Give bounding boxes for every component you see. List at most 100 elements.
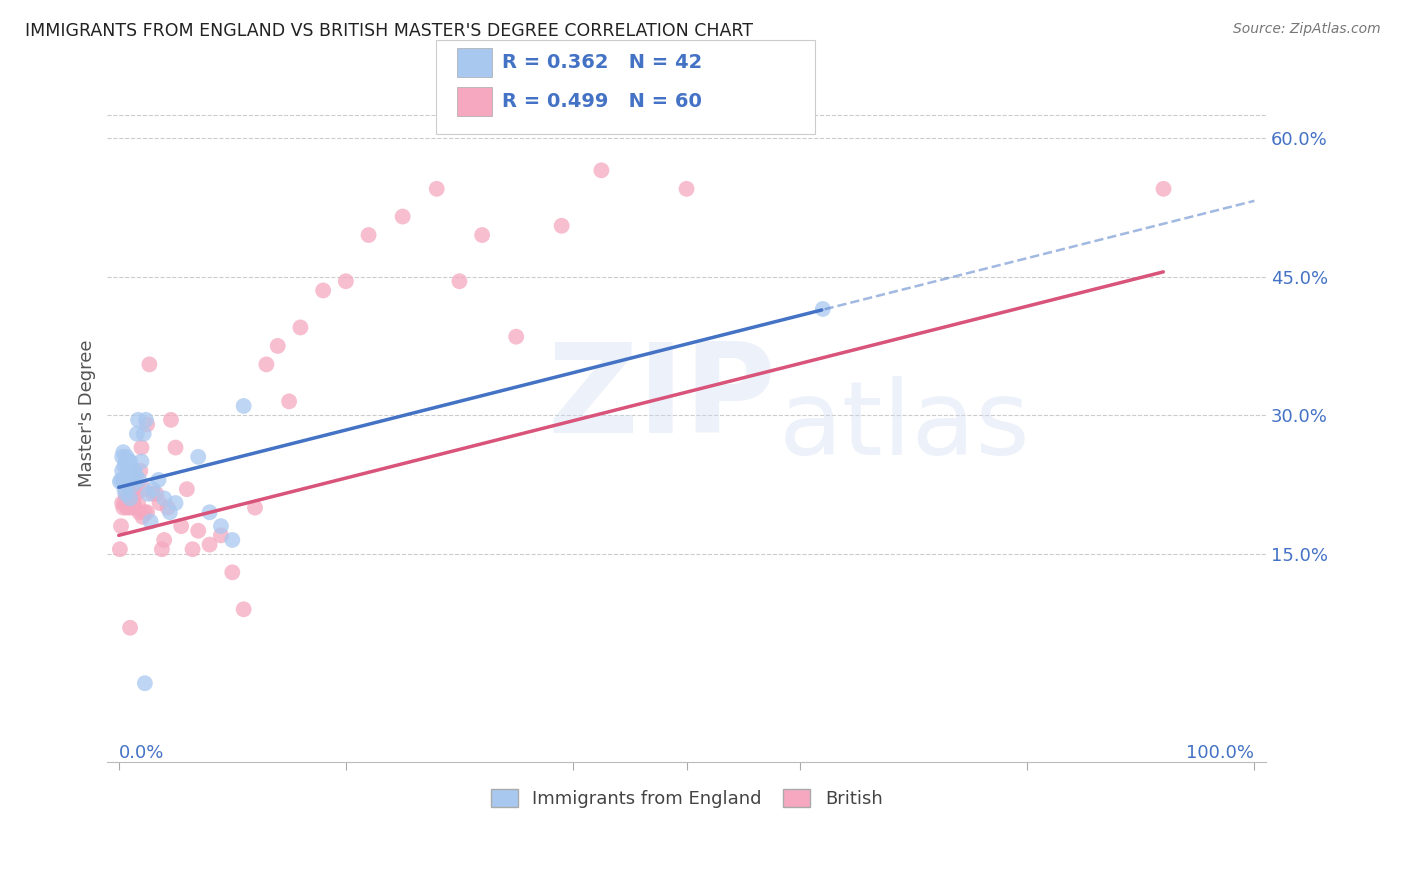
Point [114,454,136,468]
Point [221,533,243,547]
Point [391,210,413,224]
Point [135,413,157,427]
Point [120,621,142,635]
Point [108,475,131,489]
Point [142,487,165,501]
Point [108,542,131,557]
Point [209,519,232,533]
Point [290,320,312,334]
Point [505,329,527,343]
Point [165,496,187,510]
Point [131,441,153,455]
Text: 0.0%: 0.0% [118,745,165,763]
Point [221,566,243,580]
Point [125,487,148,501]
Point [112,458,135,473]
Point [124,500,146,515]
Text: R = 0.362   N = 42: R = 0.362 N = 42 [502,53,702,72]
Point [136,417,159,432]
Point [129,464,152,478]
Point [132,426,155,441]
Point [811,301,834,316]
Point [335,274,357,288]
Point [110,473,132,487]
Point [198,505,221,519]
Point [111,496,134,510]
Point [132,482,155,496]
Point [124,464,146,478]
Point [675,182,697,196]
Point [122,477,145,491]
Text: ZIP: ZIP [547,338,776,459]
Point [112,473,135,487]
Point [127,413,149,427]
Point [125,426,148,441]
Point [117,491,139,506]
Point [138,358,160,372]
Point [112,445,135,459]
Point [120,500,142,515]
Y-axis label: Master's Degree: Master's Degree [79,339,96,487]
Point [187,524,209,538]
Point [159,505,181,519]
Point [187,450,209,464]
Point [115,500,138,515]
Point [134,505,156,519]
Point [128,473,150,487]
Point [114,487,136,501]
Point [142,482,165,496]
Point [112,500,135,515]
Point [110,519,132,533]
Point [145,487,167,501]
Point [312,284,335,298]
Point [1153,182,1175,196]
Point [243,500,266,515]
Point [357,227,380,242]
Point [156,500,179,515]
Point [181,542,204,557]
Point [176,482,198,496]
Point [153,533,176,547]
Point [134,676,156,690]
Point [149,496,172,510]
Point [125,477,148,491]
Text: Source: ZipAtlas.com: Source: ZipAtlas.com [1233,22,1381,37]
Point [232,399,254,413]
Point [122,496,145,510]
Point [165,441,187,455]
Point [232,602,254,616]
Point [254,358,277,372]
Point [114,487,136,501]
Point [148,473,170,487]
Text: 100.0%: 100.0% [1187,745,1254,763]
Point [128,505,150,519]
Text: R = 0.499   N = 60: R = 0.499 N = 60 [502,92,702,112]
Point [131,509,153,524]
Point [115,477,138,491]
Point [278,394,301,409]
Point [131,454,153,468]
Point [153,491,176,506]
Legend: Immigrants from England, British: Immigrants from England, British [484,781,890,815]
Point [118,454,141,468]
Point [112,496,135,510]
Point [160,413,183,427]
Point [120,491,142,506]
Point [111,450,134,464]
Point [209,528,232,542]
Point [426,182,449,196]
Point [150,542,173,557]
Point [550,219,572,233]
Text: IMMIGRANTS FROM ENGLAND VS BRITISH MASTER'S DEGREE CORRELATION CHART: IMMIGRANTS FROM ENGLAND VS BRITISH MASTE… [25,22,754,40]
Point [118,496,141,510]
Point [267,339,290,353]
Point [117,464,139,478]
Point [136,487,159,501]
Point [111,464,134,478]
Point [120,487,142,501]
Point [120,464,142,478]
Point [136,505,159,519]
Point [471,227,494,242]
Text: atlas: atlas [779,376,1031,477]
Point [121,482,143,496]
